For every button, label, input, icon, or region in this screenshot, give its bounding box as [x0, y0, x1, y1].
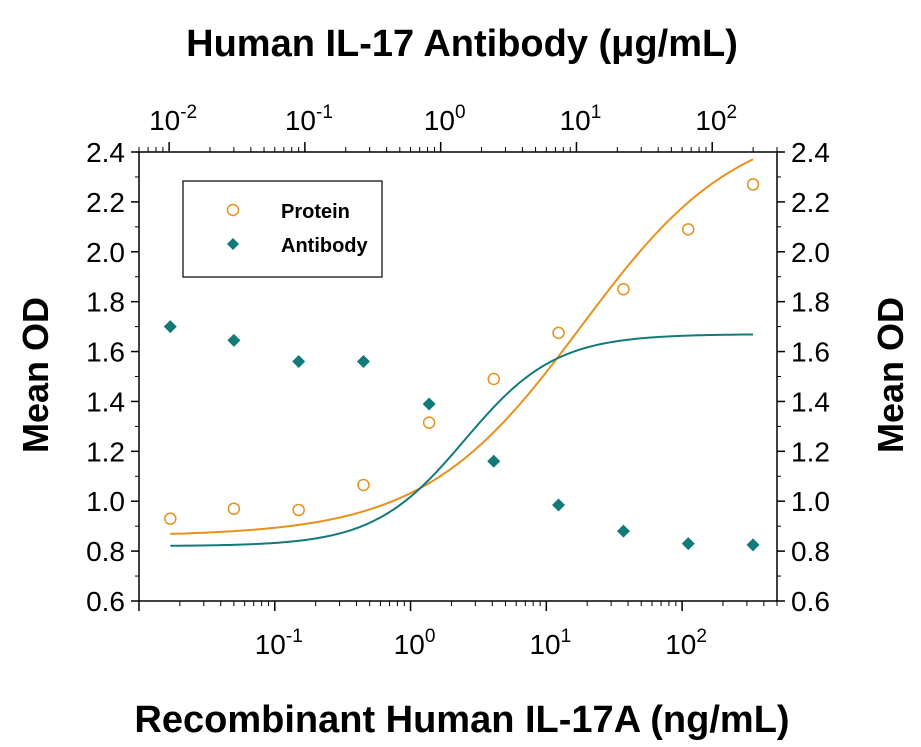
x-tick-label-top: 101	[560, 102, 602, 136]
y-tick-label-right: 1.4	[791, 386, 830, 417]
x-axis-label: Recombinant Human IL-17A (ng/mL)	[134, 699, 789, 741]
y-tick-label-right: 2.2	[791, 187, 830, 218]
protein-point	[487, 372, 500, 386]
protein-point	[422, 416, 436, 429]
antibody-point	[422, 397, 436, 411]
legend-protein-label: Protein	[281, 201, 350, 223]
antibody-point	[487, 454, 501, 468]
x-tick-label-top: 102	[695, 102, 737, 136]
y-tick-label-right: 1.2	[791, 436, 830, 467]
antibody-point	[163, 320, 177, 334]
axis-tick-labels: 0.6 0.6 0.8 0.8 1.0 1.0 1.2 1.2 1.4 1.4 1.6 1.6 1.8 1…	[86, 102, 830, 660]
antibody-point	[552, 498, 566, 512]
protein-point	[292, 503, 305, 517]
y-tick-label-left: 1.4	[86, 386, 125, 417]
protein-point	[357, 478, 370, 492]
legend-protein-marker	[226, 203, 240, 217]
chart-title: Human IL-17 Antibody (μg/mL)	[186, 23, 738, 65]
protein-point	[227, 502, 241, 515]
y-axis-label-right: Mean OD	[870, 297, 911, 453]
y-axis-label-left: Mean OD	[15, 297, 56, 453]
y-tick-label-left: 1.8	[86, 287, 125, 318]
antibody-point	[227, 333, 241, 347]
y-tick-label-right: 0.6	[791, 586, 830, 617]
legend-antibody-label: Antibody	[281, 235, 369, 257]
protein-point	[746, 178, 760, 191]
y-tick-label-right: 2.0	[791, 237, 830, 268]
x-tick-label-bottom: 100	[394, 626, 436, 660]
y-tick-label-right: 2.4	[791, 137, 830, 168]
antibody-point	[681, 537, 695, 551]
legend: Protein Antibody	[182, 180, 383, 278]
x-tick-label-bottom: 10-1	[255, 626, 303, 660]
y-tick-label-right: 1.6	[791, 337, 830, 368]
antibody-fit-curve	[170, 333, 754, 547]
y-tick-label-left: 2.4	[86, 137, 125, 168]
y-tick-label-left: 1.2	[86, 436, 125, 467]
protein-point	[682, 223, 695, 236]
x-tick-label-bottom: 101	[529, 626, 571, 660]
fit-curves	[170, 158, 754, 547]
plot-area: 0.6 0.6 0.8 0.8 1.0 1.0 1.2 1.2 1.4 1.4 1.6 1.6 1.8 1…	[86, 102, 830, 660]
x-tick-label-top: 10-1	[285, 102, 333, 136]
protein-fit-curve	[170, 158, 754, 535]
y-tick-label-left: 2.0	[86, 237, 125, 268]
protein-point	[164, 512, 177, 525]
y-tick-label-right: 1.8	[791, 287, 830, 318]
y-tick-label-left: 0.8	[86, 536, 125, 567]
legend-box	[182, 180, 383, 278]
antibody-point	[746, 538, 760, 552]
protein-point	[552, 326, 565, 340]
axis-ticks	[131, 142, 785, 611]
y-tick-label-left: 2.2	[86, 187, 125, 218]
antibody-point	[356, 355, 370, 369]
y-tick-label-left: 1.0	[86, 486, 125, 517]
legend-antibody-marker	[227, 238, 239, 250]
y-tick-label-right: 1.0	[791, 486, 830, 517]
y-tick-label-left: 1.6	[86, 337, 125, 368]
antibody-point	[616, 524, 630, 538]
x-tick-label-top: 100	[424, 102, 466, 136]
antibody-point	[292, 355, 306, 369]
y-tick-label-left: 0.6	[86, 586, 125, 617]
y-tick-label-right: 0.8	[791, 536, 830, 567]
x-tick-label-top: 10-2	[149, 102, 197, 136]
x-tick-label-bottom: 102	[665, 626, 707, 660]
protein-point	[617, 282, 630, 296]
data-points	[163, 178, 760, 552]
